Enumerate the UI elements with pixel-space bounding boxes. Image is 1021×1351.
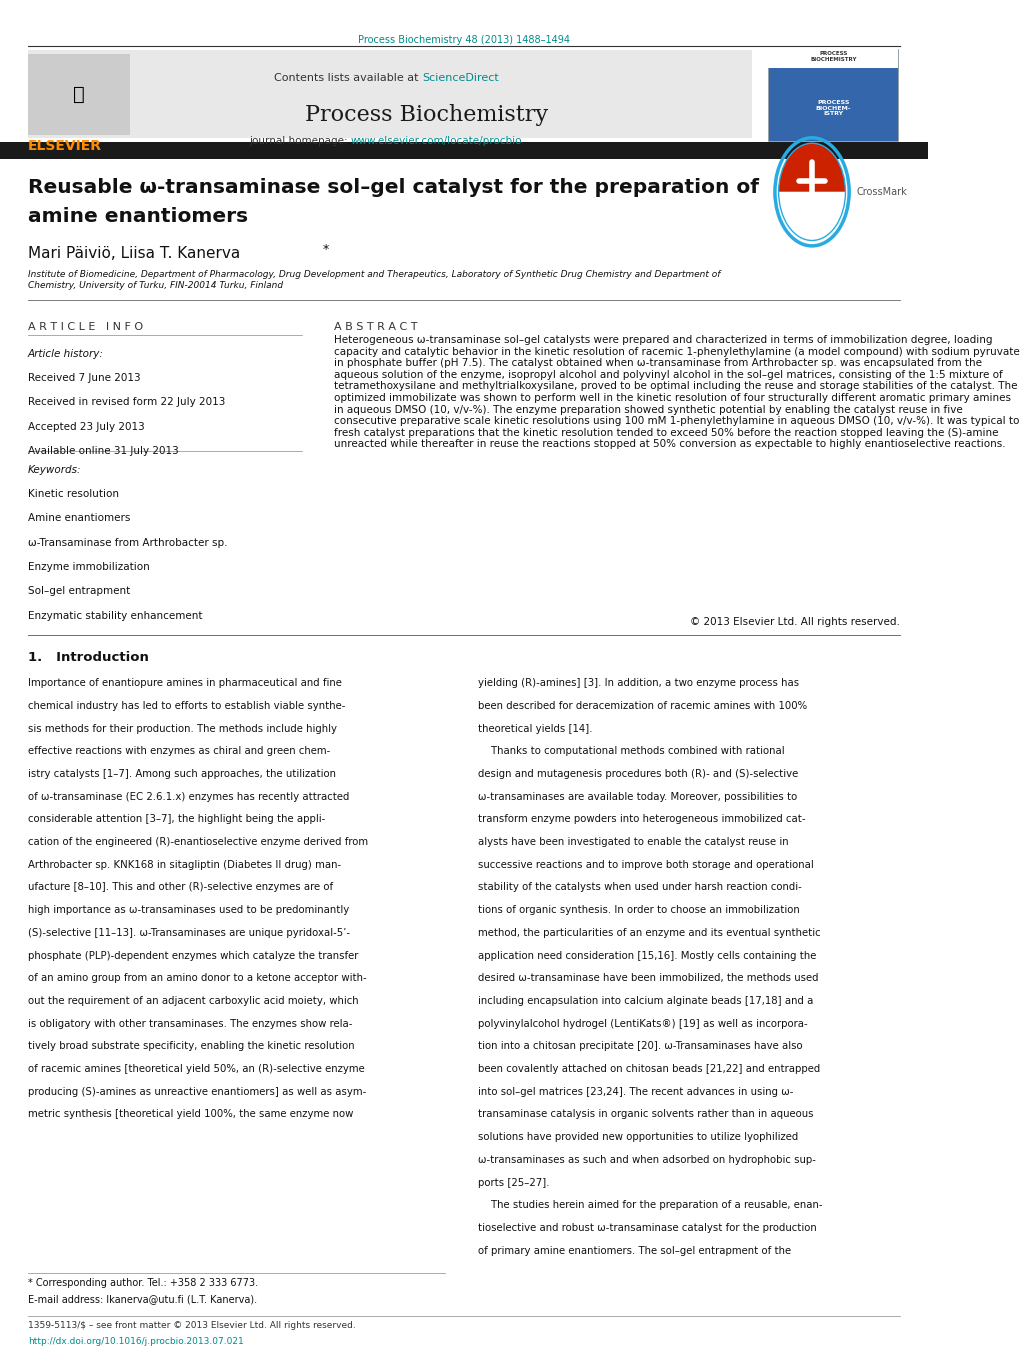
Text: application need consideration [15,16]. Mostly cells containing the: application need consideration [15,16]. … (478, 951, 817, 961)
Text: producing (S)-amines as unreactive enantiomers] as well as asym-: producing (S)-amines as unreactive enant… (28, 1086, 367, 1097)
Text: chemical industry has led to efforts to establish viable synthe-: chemical industry has led to efforts to … (28, 701, 345, 711)
Text: CrossMark: CrossMark (857, 186, 908, 197)
Text: ω-transaminases as such and when adsorbed on hydrophobic sup-: ω-transaminases as such and when adsorbe… (478, 1155, 816, 1165)
Text: amine enantiomers: amine enantiomers (28, 207, 248, 226)
Text: successive reactions and to improve both storage and operational: successive reactions and to improve both… (478, 859, 814, 870)
Text: desired ω-transaminase have been immobilized, the methods used: desired ω-transaminase have been immobil… (478, 973, 819, 984)
Text: metric synthesis [theoretical yield 100%, the same enzyme now: metric synthesis [theoretical yield 100%… (28, 1109, 353, 1120)
Text: PROCESS
BIOCHEM-
ISTRY: PROCESS BIOCHEM- ISTRY (816, 100, 852, 116)
Text: * Corresponding author. Tel.: +358 2 333 6773.: * Corresponding author. Tel.: +358 2 333… (28, 1278, 258, 1288)
Text: © 2013 Elsevier Ltd. All rights reserved.: © 2013 Elsevier Ltd. All rights reserved… (690, 617, 901, 627)
Text: Enzymatic stability enhancement: Enzymatic stability enhancement (28, 611, 202, 620)
FancyBboxPatch shape (769, 49, 898, 141)
Text: E-mail address: lkanerva@utu.fi (L.T. Kanerva).: E-mail address: lkanerva@utu.fi (L.T. Ka… (28, 1294, 257, 1304)
Text: alysts have been investigated to enable the catalyst reuse in: alysts have been investigated to enable … (478, 838, 788, 847)
Text: Sol–gel entrapment: Sol–gel entrapment (28, 586, 130, 596)
Text: Accepted 23 July 2013: Accepted 23 July 2013 (28, 422, 145, 431)
Text: transaminase catalysis in organic solvents rather than in aqueous: transaminase catalysis in organic solven… (478, 1109, 814, 1120)
Text: tioselective and robust ω-transaminase catalyst for the production: tioselective and robust ω-transaminase c… (478, 1223, 817, 1233)
FancyBboxPatch shape (28, 50, 751, 138)
Text: http://dx.doi.org/10.1016/j.procbio.2013.07.021: http://dx.doi.org/10.1016/j.procbio.2013… (28, 1337, 244, 1347)
Text: Importance of enantiopure amines in pharmaceutical and fine: Importance of enantiopure amines in phar… (28, 678, 342, 688)
Text: The studies herein aimed for the preparation of a reusable, enan-: The studies herein aimed for the prepara… (478, 1200, 823, 1210)
Text: Received in revised form 22 July 2013: Received in revised form 22 July 2013 (28, 397, 226, 407)
Text: method, the particularities of an enzyme and its eventual synthetic: method, the particularities of an enzyme… (478, 928, 821, 938)
Text: sis methods for their production. The methods include highly: sis methods for their production. The me… (28, 724, 337, 734)
Text: considerable attention [3–7], the highlight being the appli-: considerable attention [3–7], the highli… (28, 815, 325, 824)
Text: polyvinylalcohol hydrogel (LentiKats®) [19] as well as incorpora-: polyvinylalcohol hydrogel (LentiKats®) [… (478, 1019, 808, 1028)
Text: tions of organic synthesis. In order to choose an immobilization: tions of organic synthesis. In order to … (478, 905, 799, 915)
Text: Available online 31 July 2013: Available online 31 July 2013 (28, 446, 179, 455)
Text: tion into a chitosan precipitate [20]. ω-Transaminases have also: tion into a chitosan precipitate [20]. ω… (478, 1042, 803, 1051)
Text: ω-Transaminase from Arthrobacter sp.: ω-Transaminase from Arthrobacter sp. (28, 538, 228, 547)
FancyBboxPatch shape (769, 49, 898, 68)
Text: ω-transaminases are available today. Moreover, possibilities to: ω-transaminases are available today. Mor… (478, 792, 797, 801)
Text: design and mutagenesis procedures both (R)- and (S)-selective: design and mutagenesis procedures both (… (478, 769, 798, 780)
Text: stability of the catalysts when used under harsh reaction condi-: stability of the catalysts when used und… (478, 882, 801, 893)
Wedge shape (779, 192, 845, 240)
Text: A B S T R A C T: A B S T R A C T (334, 322, 418, 331)
Text: ELSEVIER: ELSEVIER (28, 139, 102, 153)
Text: high importance as ω-transaminases used to be predominantly: high importance as ω-transaminases used … (28, 905, 349, 915)
Text: into sol–gel matrices [23,24]. The recent advances in using ω-: into sol–gel matrices [23,24]. The recen… (478, 1086, 793, 1097)
Text: of racemic amines [theoretical yield 50%, an (R)-selective enzyme: of racemic amines [theoretical yield 50%… (28, 1065, 364, 1074)
Text: of ω-transaminase (EC 2.6.1.x) enzymes has recently attracted: of ω-transaminase (EC 2.6.1.x) enzymes h… (28, 792, 349, 801)
Text: ports [25–27].: ports [25–27]. (478, 1178, 549, 1188)
Text: www.elsevier.com/locate/procbio: www.elsevier.com/locate/procbio (351, 136, 523, 146)
Text: theoretical yields [14].: theoretical yields [14]. (478, 724, 592, 734)
Text: ScienceDirect: ScienceDirect (423, 73, 499, 84)
Text: 1.   Introduction: 1. Introduction (28, 651, 149, 665)
Text: Mari Päiviö, Liisa T. Kanerva: Mari Päiviö, Liisa T. Kanerva (28, 246, 240, 261)
Text: effective reactions with enzymes as chiral and green chem-: effective reactions with enzymes as chir… (28, 746, 330, 757)
Text: transform enzyme powders into heterogeneous immobilized cat-: transform enzyme powders into heterogene… (478, 815, 806, 824)
Text: 1359-5113/$ – see front matter © 2013 Elsevier Ltd. All rights reserved.: 1359-5113/$ – see front matter © 2013 El… (28, 1321, 355, 1331)
Text: Reusable ω-transaminase sol–gel catalyst for the preparation of: Reusable ω-transaminase sol–gel catalyst… (28, 178, 759, 197)
Text: out the requirement of an adjacent carboxylic acid moiety, which: out the requirement of an adjacent carbo… (28, 996, 358, 1006)
Text: istry catalysts [1–7]. Among such approaches, the utilization: istry catalysts [1–7]. Among such approa… (28, 769, 336, 780)
Text: Keywords:: Keywords: (28, 465, 82, 474)
FancyBboxPatch shape (28, 54, 130, 135)
Text: journal homepage:: journal homepage: (249, 136, 351, 146)
FancyBboxPatch shape (0, 142, 928, 159)
Text: Heterogeneous ω-transaminase sol–gel catalysts were prepared and characterized i: Heterogeneous ω-transaminase sol–gel cat… (334, 335, 1020, 450)
Text: Process Biochemistry: Process Biochemistry (305, 104, 548, 126)
Text: Amine enantiomers: Amine enantiomers (28, 513, 131, 523)
Text: Received 7 June 2013: Received 7 June 2013 (28, 373, 141, 382)
Text: solutions have provided new opportunities to utilize lyophilized: solutions have provided new opportunitie… (478, 1132, 798, 1142)
Text: A R T I C L E   I N F O: A R T I C L E I N F O (28, 322, 143, 331)
Text: phosphate (PLP)-dependent enzymes which catalyze the transfer: phosphate (PLP)-dependent enzymes which … (28, 951, 358, 961)
Text: Arthrobacter sp. KNK168 in sitagliptin (Diabetes II drug) man-: Arthrobacter sp. KNK168 in sitagliptin (… (28, 859, 341, 870)
Text: Kinetic resolution: Kinetic resolution (28, 489, 118, 499)
Text: Enzyme immobilization: Enzyme immobilization (28, 562, 150, 571)
Text: 🌳: 🌳 (74, 85, 85, 104)
Text: *: * (323, 243, 329, 257)
Text: yielding (R)-amines] [3]. In addition, a two enzyme process has: yielding (R)-amines] [3]. In addition, a… (478, 678, 799, 688)
Text: Process Biochemistry 48 (2013) 1488–1494: Process Biochemistry 48 (2013) 1488–1494 (358, 35, 570, 45)
Text: cation of the engineered (R)-enantioselective enzyme derived from: cation of the engineered (R)-enantiosele… (28, 838, 368, 847)
Text: Article history:: Article history: (28, 349, 104, 358)
Text: (S)-selective [11–13]. ω-Transaminases are unique pyridoxal-5’-: (S)-selective [11–13]. ω-Transaminases a… (28, 928, 350, 938)
Text: of an amino group from an amino donor to a ketone acceptor with-: of an amino group from an amino donor to… (28, 973, 367, 984)
Text: tively broad substrate specificity, enabling the kinetic resolution: tively broad substrate specificity, enab… (28, 1042, 354, 1051)
Text: including encapsulation into calcium alginate beads [17,18] and a: including encapsulation into calcium alg… (478, 996, 814, 1006)
Text: Thanks to computational methods combined with rational: Thanks to computational methods combined… (478, 746, 784, 757)
Text: been covalently attached on chitosan beads [21,22] and entrapped: been covalently attached on chitosan bea… (478, 1065, 820, 1074)
Text: PROCESS
BIOCHEMISTRY: PROCESS BIOCHEMISTRY (810, 51, 857, 62)
Text: ufacture [8–10]. This and other (R)-selective enzymes are of: ufacture [8–10]. This and other (R)-sele… (28, 882, 333, 893)
Text: Institute of Biomedicine, Department of Pharmacology, Drug Development and Thera: Institute of Biomedicine, Department of … (28, 270, 720, 289)
Wedge shape (779, 143, 845, 192)
Text: is obligatory with other transaminases. The enzymes show rela-: is obligatory with other transaminases. … (28, 1019, 352, 1028)
Text: been described for deracemization of racemic amines with 100%: been described for deracemization of rac… (478, 701, 807, 711)
Text: of primary amine enantiomers. The sol–gel entrapment of the: of primary amine enantiomers. The sol–ge… (478, 1246, 791, 1255)
Text: Contents lists available at: Contents lists available at (275, 73, 423, 84)
